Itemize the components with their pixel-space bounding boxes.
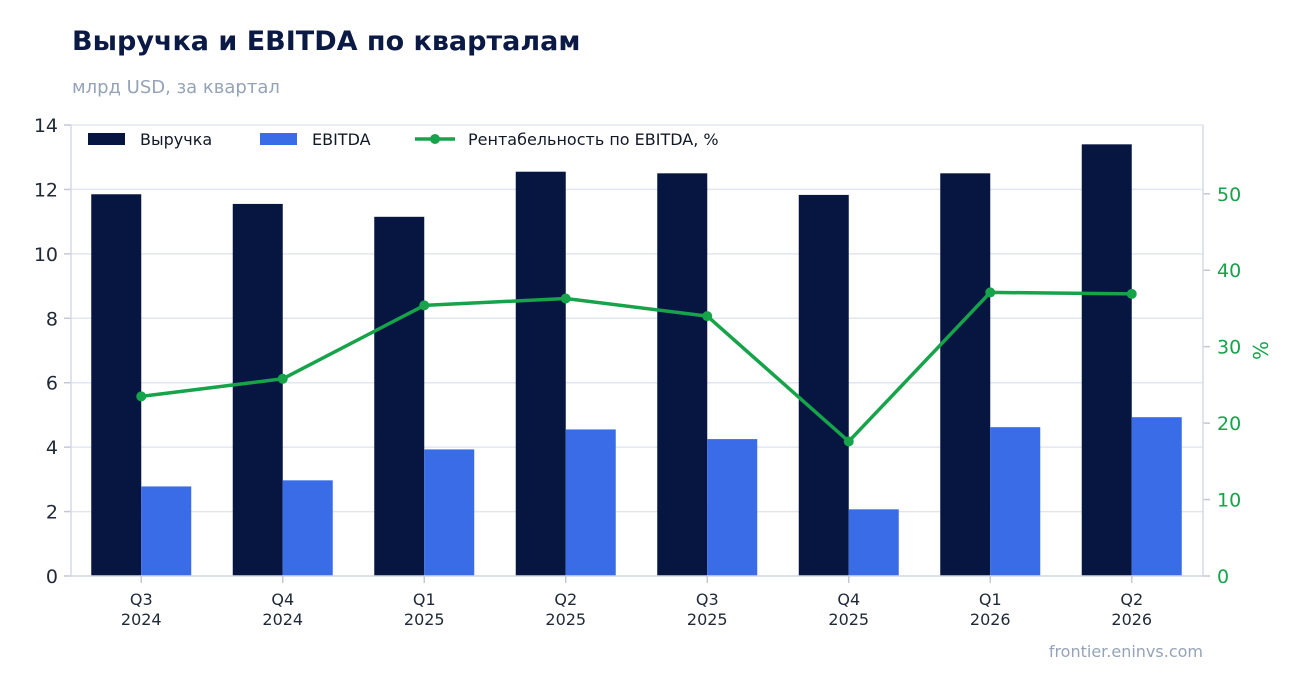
margin-point: [419, 300, 430, 311]
margin-series-line: [141, 290, 1132, 444]
x-tick-year: 2025: [687, 610, 728, 629]
left-tick-label: 14: [34, 115, 58, 137]
revenue-bar: [940, 173, 991, 577]
right-tick-label: 20: [1217, 413, 1241, 435]
x-tick-quarter: Q4: [271, 590, 294, 609]
right-tick-label: 30: [1217, 337, 1241, 359]
source-label: frontier.eninvs.com: [1048, 642, 1203, 661]
right-tick-label: 40: [1217, 260, 1241, 282]
legend-label-margin: Рентабельность по EBITDA, %: [468, 130, 719, 149]
x-tick-quarter: Q4: [837, 590, 860, 609]
right-tick-label: 10: [1217, 490, 1241, 512]
margin-point: [136, 391, 147, 402]
x-tick-year: 2025: [545, 610, 586, 629]
legend-label-revenue: Выручка: [140, 130, 212, 149]
revenue-bar: [91, 194, 142, 576]
right-axis-label: %: [1249, 341, 1273, 360]
axes: [64, 124, 1210, 583]
left-tick-label: 8: [46, 308, 58, 330]
x-tick-quarter: Q1: [979, 590, 1002, 609]
x-tick-year: 2024: [121, 610, 162, 629]
legend: Выручка EBITDA Рентабельность по EBITDA, %: [88, 130, 719, 149]
revenue-bar: [798, 194, 849, 576]
revenue-bar: [657, 173, 708, 577]
revenue-bar: [515, 171, 566, 577]
ebitda-bar: [990, 427, 1041, 576]
margin-point: [843, 436, 854, 447]
left-tick-label: 6: [46, 373, 58, 395]
left-tick-label: 4: [46, 437, 58, 459]
right-tick-label: 50: [1217, 184, 1241, 206]
ebitda-bar: [141, 486, 192, 576]
chart-subtitle: млрд USD, за квартал: [72, 77, 280, 98]
legend-swatch-revenue: [88, 133, 125, 145]
left-tick-label: 10: [34, 244, 58, 266]
ebitda-bar: [1131, 417, 1182, 576]
left-tick-label: 0: [46, 566, 58, 588]
ebitda-bar: [565, 429, 616, 576]
x-tick-year: 2025: [828, 610, 869, 629]
x-tick-year: 2024: [262, 610, 303, 629]
right-tick-label: 0: [1217, 566, 1229, 588]
x-tick-quarter: Q1: [413, 590, 436, 609]
margin-point: [277, 373, 288, 384]
x-tick-quarter: Q2: [1120, 590, 1143, 609]
margin-point: [702, 311, 713, 322]
x-tick-year: 2025: [404, 610, 445, 629]
ebitda-bar: [282, 480, 333, 576]
left-tick-label: 12: [34, 179, 58, 201]
revenue-bar: [1081, 144, 1132, 577]
left-tick-label: 2: [46, 502, 58, 524]
ebitda-bar: [707, 439, 758, 576]
margin-point: [560, 293, 571, 304]
margin-point: [1126, 288, 1137, 299]
margin-point: [985, 287, 996, 298]
tick-labels: 0246810121401020304050%Q32024Q42024Q1202…: [34, 115, 1273, 629]
x-tick-quarter: Q3: [130, 590, 153, 609]
chart-title: Выручка и EBITDA по кварталам: [72, 26, 581, 57]
x-tick-year: 2026: [1111, 610, 1152, 629]
x-tick-quarter: Q2: [554, 590, 577, 609]
margin-line: [136, 287, 1137, 447]
ebitda-bar: [848, 509, 899, 576]
x-tick-quarter: Q3: [696, 590, 719, 609]
bars: [91, 144, 1182, 577]
x-tick-year: 2026: [970, 610, 1011, 629]
legend-swatch-ebitda: [260, 133, 297, 145]
ebitda-bar: [424, 449, 475, 576]
revenue-bar: [374, 216, 425, 576]
legend-marker-margin: [430, 134, 440, 144]
legend-label-ebitda: EBITDA: [312, 130, 371, 149]
revenue-bar: [232, 203, 283, 577]
